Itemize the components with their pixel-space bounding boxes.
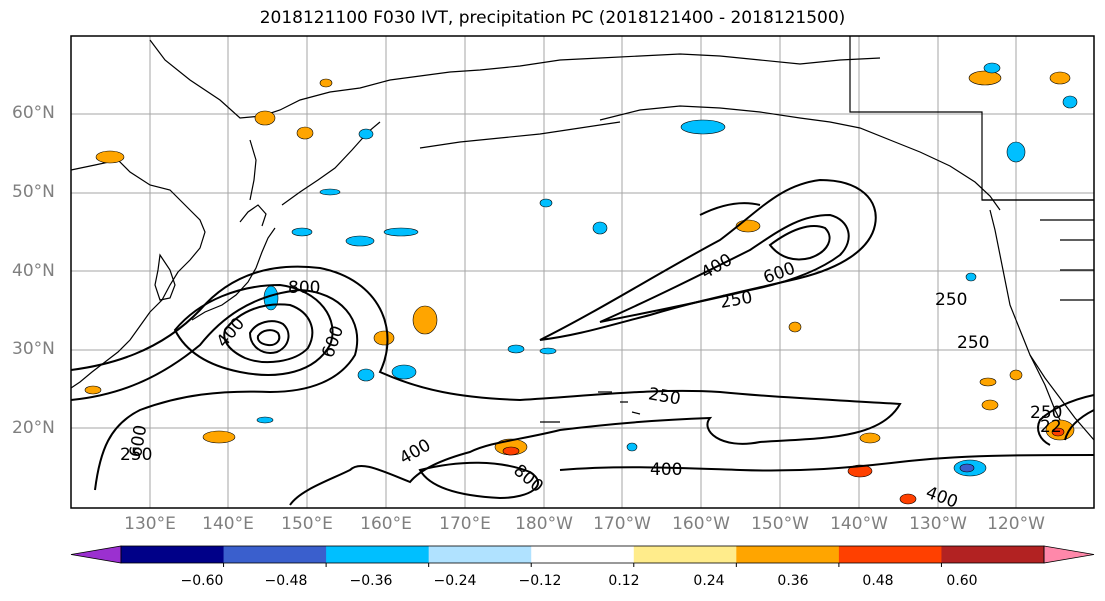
lon-label: 150°E bbox=[281, 514, 333, 534]
gridlines bbox=[71, 36, 1094, 508]
alaska-coast bbox=[599, 105, 1001, 211]
contour-label: 250 bbox=[957, 333, 989, 353]
lat-label: 30°N bbox=[12, 339, 55, 359]
colorbar-extend-low bbox=[70, 545, 122, 564]
colorbar-segment bbox=[736, 546, 840, 563]
contour-600-main bbox=[173, 283, 334, 376]
coastlines bbox=[70, 36, 1095, 441]
japan-coast bbox=[191, 204, 276, 321]
map-title: 2018121100 F030 IVT, precipitation PC (2… bbox=[259, 8, 846, 28]
colorbar-tick-label: −0.48 bbox=[264, 573, 308, 589]
contour-250-main bbox=[70, 265, 902, 506]
contour-label: 22 bbox=[1040, 417, 1062, 437]
lon-label: 170°W bbox=[593, 514, 651, 534]
lon-label: 160°W bbox=[672, 514, 730, 534]
contour-800-main bbox=[223, 303, 314, 364]
contour-south bbox=[418, 461, 539, 500]
contour-label: 400 bbox=[650, 460, 682, 480]
colorbar-tick-label: 0.36 bbox=[777, 573, 809, 589]
colorbar-tick-label: 0.60 bbox=[946, 573, 978, 589]
contour-core bbox=[248, 320, 290, 354]
colorbar-segment bbox=[326, 546, 430, 563]
siberia-coast bbox=[149, 39, 881, 119]
contour-label: 250 bbox=[120, 445, 152, 465]
aleutians bbox=[419, 121, 621, 149]
contour-label: 250 bbox=[1030, 403, 1062, 423]
lon-label: 170°E bbox=[439, 514, 491, 534]
colorbar-segment bbox=[428, 546, 532, 563]
lat-label: 40°N bbox=[12, 261, 55, 281]
colorbar-tick-label: 0.24 bbox=[693, 573, 725, 589]
contour-inner bbox=[256, 329, 281, 347]
colorbar-tick-label: −0.60 bbox=[180, 573, 224, 589]
colorbar-tick-label: −0.12 bbox=[518, 573, 562, 589]
lon-label: 120°W bbox=[987, 514, 1045, 534]
contour-400-main bbox=[70, 288, 359, 491]
contour-250-ne bbox=[539, 178, 877, 341]
colorbar-tick-label: −0.24 bbox=[433, 573, 477, 589]
us-borders bbox=[982, 199, 1094, 301]
contour-label: 250 bbox=[935, 290, 967, 310]
colorbar-tick-label: 0.12 bbox=[608, 573, 640, 589]
lon-label: 130°W bbox=[909, 514, 967, 534]
colorbar-extend-high bbox=[1043, 545, 1095, 564]
lon-label: 140°E bbox=[202, 514, 254, 534]
colorbar-segment bbox=[121, 546, 225, 563]
contour-box-1 bbox=[699, 202, 761, 216]
contour-label: 800 bbox=[288, 278, 320, 298]
ivt-contours bbox=[70, 178, 1095, 506]
korea-coast bbox=[154, 253, 176, 301]
colorbar-segment bbox=[838, 546, 942, 563]
colorbar-segment bbox=[531, 546, 635, 563]
lon-label: 130°E bbox=[124, 514, 176, 534]
lat-label: 20°N bbox=[12, 418, 55, 438]
contour-east-1 bbox=[1037, 394, 1095, 446]
asia-coast bbox=[70, 159, 206, 389]
map-border bbox=[70, 35, 1095, 509]
lat-label: 60°N bbox=[12, 103, 55, 123]
colorbar bbox=[70, 545, 1095, 567]
colorbar-tick-label: 0.48 bbox=[862, 573, 894, 589]
colorbar-segment bbox=[633, 546, 737, 563]
map-frame bbox=[71, 36, 1094, 508]
contour-400-ne bbox=[599, 213, 850, 323]
lon-label: 180°W bbox=[515, 514, 573, 534]
colorbar-tick-label: −0.36 bbox=[349, 573, 393, 589]
colorbar-frame bbox=[120, 545, 1045, 564]
lon-label: 150°W bbox=[751, 514, 809, 534]
hawaii bbox=[540, 391, 641, 423]
contour-600-ne bbox=[768, 225, 831, 261]
contour-east-2 bbox=[1064, 409, 1095, 441]
colorbar-segment bbox=[223, 546, 327, 563]
lat-label: 50°N bbox=[12, 182, 55, 202]
contour-400-south bbox=[559, 454, 1095, 472]
lon-label: 140°W bbox=[830, 514, 888, 534]
lon-label: 160°E bbox=[360, 514, 412, 534]
colorbar-segment bbox=[941, 546, 1045, 563]
